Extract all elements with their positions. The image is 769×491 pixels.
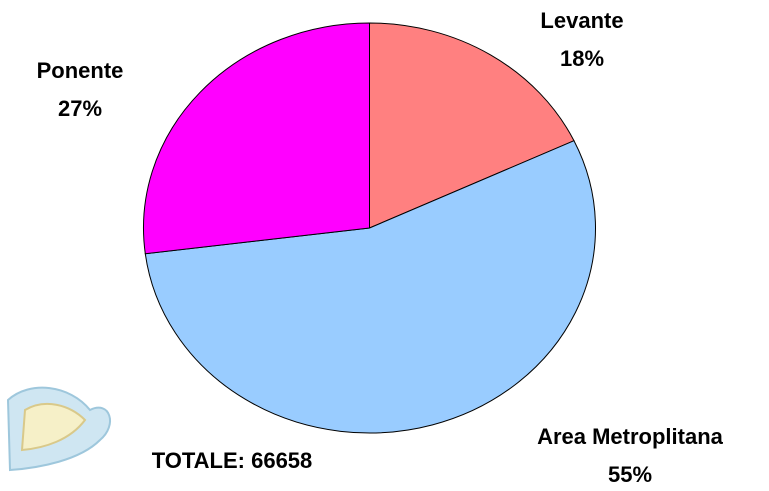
slice-label: Ponente [37,58,124,83]
slice-label: Levante [540,8,623,33]
heart-logo [6,386,111,472]
total-annotation: TOTALE: 66658 [152,448,313,473]
slice-percent: 18% [560,46,604,71]
pie-slice [143,22,370,255]
pie-slice [369,22,575,229]
slice-percent: 55% [608,462,652,487]
slice-percent: 27% [58,96,102,121]
pie-slice [144,140,596,434]
slice-label: Area Metroplitana [537,424,724,449]
